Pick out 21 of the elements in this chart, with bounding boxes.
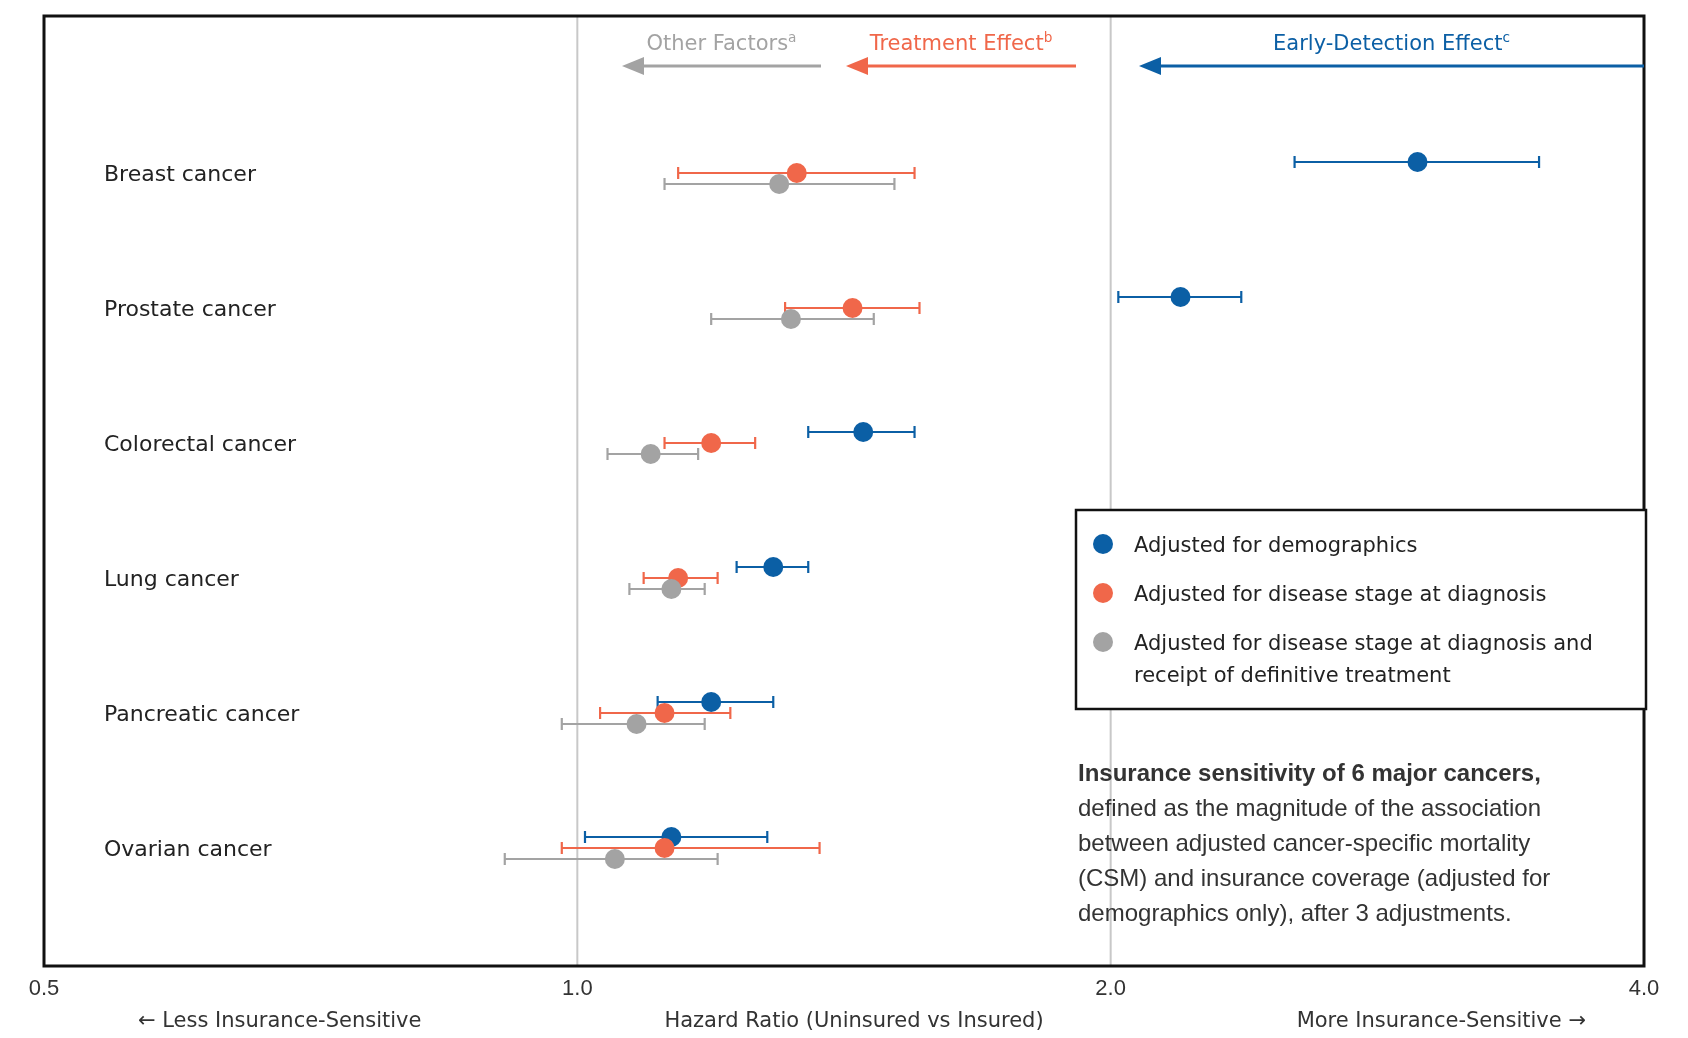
annotation: Treatment Effect$^{b}$ <box>868 29 1053 55</box>
y-tick-label: Lung cancer <box>104 566 240 591</box>
annotation: Early-Detection Effect$^{c}$ <box>1273 29 1510 55</box>
x-tick-label: 1.0 <box>562 975 593 1000</box>
annotation: Other Factors$^{a}$ <box>646 29 797 55</box>
y-tick-label: Breast cancer <box>104 161 257 186</box>
annotation: Insurance sensitivity of 6 major cancers, <box>1078 759 1541 786</box>
legend-label: Adjusted for demographics <box>1134 533 1418 557</box>
annotation: defined as the magnitude of the association between adjusted cancer-specific mortality (CSM) and insurance coverage (adjusted for demographics only), after 3 adjustments. <box>1078 794 1551 926</box>
legend-label: Adjusted for disease stage at diagnosis and receipt of definitive treatment <box>1134 631 1593 687</box>
legend-label: Adjusted for disease stage at diagnosis <box>1134 582 1547 606</box>
text: More Insurance-Sensitive → <box>1296 1008 1586 1032</box>
y-tick-label: Prostate cancer <box>104 296 277 321</box>
x-tick-label: 4.0 <box>1628 975 1660 1000</box>
y-tick-label: Pancreatic cancer <box>104 701 301 726</box>
text: ← Less Insurance-Sensitive <box>138 1008 422 1032</box>
y-tick-label: Ovarian cancer <box>104 836 273 861</box>
x-axis-title: Hazard Ratio (Uninsured vs Insured) <box>664 1008 1044 1032</box>
y-tick-label: Colorectal cancer <box>104 431 297 456</box>
x-tick-label: 0.5 <box>28 975 60 1000</box>
x-tick-label: 2.0 <box>1095 975 1126 1000</box>
